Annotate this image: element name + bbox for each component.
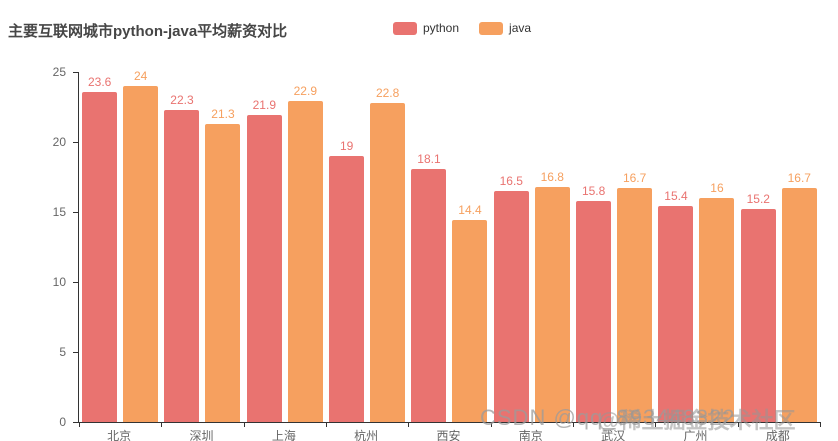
bar-group-上海: 21.9 22.9 [244, 72, 326, 422]
bar-value-label: 15.2 [746, 192, 770, 207]
y-axis-tick [73, 352, 78, 353]
x-axis-tick [655, 422, 657, 427]
x-axis-tick [820, 422, 821, 427]
bar-value-label: 22.9 [293, 84, 317, 99]
bar-value-label: 24 [133, 69, 148, 83]
bar-value-label: 22.3 [170, 92, 194, 107]
bar-python-西安[interactable]: 18.1 [411, 152, 447, 422]
bar-java-成都[interactable]: 16.7 [781, 171, 817, 422]
bar-java-北京[interactable]: 24 [123, 69, 159, 422]
y-axis-label: 15 [52, 205, 66, 219]
plot-area: 23.6 24 22.3 21.3 21.9 22.9 19 22.8 18.1 14.4 16.5… [78, 69, 821, 427]
y-axis-tick [73, 422, 78, 423]
bar-value-label: 14.4 [458, 203, 482, 218]
bar-group-深圳: 22.3 21.3 [161, 72, 243, 422]
bar-java-广州[interactable]: 16 [699, 181, 735, 422]
bar-value-label: 15.4 [664, 189, 688, 204]
y-axis-label: 25 [52, 65, 66, 79]
x-axis-label-成都: 成都 [765, 429, 790, 441]
bar-group-广州: 15.4 16 [655, 72, 737, 422]
bar-java-武汉[interactable]: 16.7 [617, 171, 653, 422]
chart-title: 主要互联网城市python-java平均薪资对比 [8, 23, 288, 40]
x-axis-label-西安: 西安 [436, 429, 461, 441]
bar-group-武汉: 15.8 16.7 [573, 72, 655, 422]
y-axis: 0 5 10 15 20 25 [0, 65, 78, 429]
x-axis-labels: 北京 深圳 上海 杭州 西安 南京 武汉 广州 成都 [78, 427, 819, 441]
bar-value-label: 22.8 [375, 85, 400, 100]
x-axis-label-广州: 广州 [683, 429, 708, 441]
bar-value-label: 15.8 [581, 183, 606, 198]
bar-value-label: 16.8 [540, 169, 564, 184]
bar-group-西安: 18.1 14.4 [408, 72, 490, 422]
bar-java-西安[interactable]: 14.4 [452, 203, 488, 422]
y-axis-label: 0 [59, 415, 66, 429]
legend-item-python[interactable]: python [393, 21, 459, 35]
x-axis-label-上海: 上海 [271, 429, 296, 441]
x-axis-tick [408, 422, 410, 427]
legend: python java [393, 21, 531, 35]
x-axis-label-深圳: 深圳 [189, 429, 214, 441]
x-axis-label-南京: 南京 [518, 429, 543, 441]
legend-swatch-java [479, 21, 504, 35]
bar-group-北京: 23.6 24 [79, 69, 161, 422]
legend-label-python: python [423, 21, 460, 35]
bar-group-南京: 16.5 16.8 [491, 72, 573, 422]
y-axis-tick [73, 142, 78, 143]
x-axis-tick [573, 422, 574, 427]
x-axis-label-杭州: 杭州 [354, 429, 379, 441]
y-axis-tick [73, 72, 78, 73]
bar-java-杭州[interactable]: 22.8 [370, 86, 406, 422]
x-axis-tick [243, 422, 245, 427]
bar-python-杭州[interactable]: 19 [329, 139, 365, 422]
bar-python-上海[interactable]: 21.9 [246, 98, 282, 422]
bar-group-杭州: 19 22.8 [326, 72, 408, 422]
bar-value-label: 16 [710, 181, 724, 195]
legend-label-java: java [509, 21, 532, 35]
bar-python-成都[interactable]: 15.2 [740, 192, 776, 422]
y-axis-tick [73, 212, 78, 213]
x-axis-tick [737, 422, 739, 427]
bar-python-武汉[interactable]: 15.8 [576, 184, 612, 422]
bar-value-label: 19 [339, 139, 354, 153]
bar-python-深圳[interactable]: 22.3 [164, 93, 200, 422]
x-axis-tick [490, 422, 492, 427]
bar-value-label: 21.9 [252, 98, 276, 113]
bar-value-label: 21.3 [211, 106, 235, 121]
bar-python-北京[interactable]: 23.6 [82, 75, 118, 422]
bar-value-label: 16.5 [499, 174, 523, 188]
y-axis-tick [73, 282, 78, 283]
bar-group-成都: 15.2 16.7 [738, 72, 820, 422]
y-axis-label: 5 [59, 345, 66, 359]
x-axis-tick [326, 422, 327, 427]
bar-java-深圳[interactable]: 21.3 [205, 107, 241, 422]
legend-swatch-python [393, 21, 417, 35]
bar-value-label: 23.6 [87, 74, 112, 89]
bar-java-上海[interactable]: 22.9 [287, 84, 323, 422]
y-axis-label: 10 [52, 275, 66, 289]
bar-java-南京[interactable]: 16.8 [534, 170, 570, 422]
bar-value-label: 16.7 [622, 171, 647, 186]
y-axis-label: 20 [52, 135, 66, 149]
x-axis-tick [79, 422, 80, 427]
bar-python-广州[interactable]: 15.4 [658, 189, 694, 422]
bar-value-label: 18.1 [417, 151, 441, 166]
bar-python-南京[interactable]: 16.5 [493, 174, 529, 422]
x-axis-label-武汉: 武汉 [601, 429, 626, 441]
x-axis-label-北京: 北京 [107, 429, 132, 441]
legend-item-java[interactable]: java [479, 21, 531, 35]
x-axis-tick [161, 422, 163, 427]
bar-value-label: 16.7 [787, 171, 811, 186]
